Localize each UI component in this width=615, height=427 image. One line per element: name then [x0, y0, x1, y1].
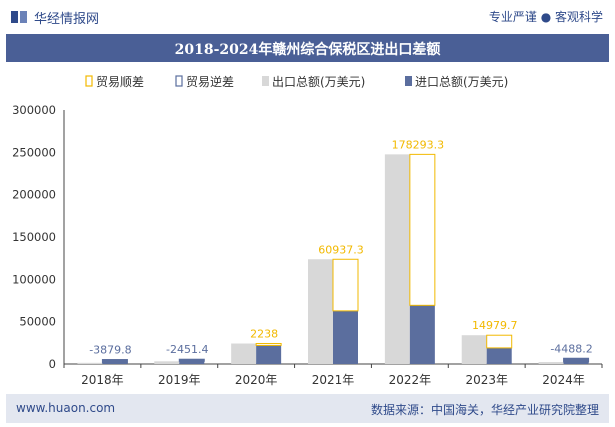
export-bar — [231, 343, 257, 364]
brand-slogan: 专业严谨 ● 客观科学 — [488, 10, 603, 24]
balance-data-label: 178293.3 — [392, 138, 445, 151]
surplus-bar — [486, 334, 513, 349]
balance-data-label: 60937.3 — [318, 243, 364, 256]
x-tick-label: 2024年 — [542, 373, 585, 387]
y-tick-label: 300000 — [12, 103, 56, 117]
import-bar — [102, 359, 128, 364]
deficit-bar — [101, 359, 128, 364]
balance-data-label: -3879.8 — [89, 344, 131, 357]
y-tick-label: 150000 — [12, 230, 56, 244]
legend-label: 贸易顺差 — [96, 75, 144, 89]
export-bar — [154, 361, 180, 364]
legend-label: 贸易逆差 — [186, 74, 234, 89]
deficit-bar — [178, 358, 205, 362]
balance-data-label: 2238 — [250, 328, 278, 341]
footer-bar: www.huaon.com 数据来源：中国海关，华经产业研究院整理 — [6, 394, 609, 423]
x-tick-label: 2022年 — [389, 373, 432, 387]
website-link[interactable]: www.huaon.com — [16, 401, 116, 415]
top-bar: 华经情报网 专业严谨 ● 客观科学 — [0, 0, 615, 34]
x-tick-label: 2020年 — [235, 373, 278, 387]
balance-data-label: 14979.7 — [472, 319, 518, 332]
legend-swatch — [175, 75, 183, 87]
y-tick-label: 50000 — [19, 315, 56, 329]
surplus-bar — [255, 343, 282, 346]
legend-label: 出口总额(万美元) — [272, 75, 365, 89]
import-bar — [409, 305, 435, 364]
brand-name: 华经情报网 — [34, 12, 100, 27]
export-bar — [538, 362, 564, 364]
import-bar — [256, 345, 282, 364]
y-tick-label: 200000 — [12, 188, 56, 202]
balance-data-label: -4488.2 — [550, 342, 592, 355]
legend-swatch — [262, 76, 269, 86]
y-tick-label: 250000 — [12, 145, 56, 159]
chart-area: 贸易顺差 贸易逆差 出口总额(万美元) 进口总额(万美元) 0 50000 100000 15… — [12, 74, 603, 387]
x-tick-label: 2023年 — [465, 373, 508, 387]
x-tick-label: 2019年 — [158, 373, 201, 387]
import-bar — [563, 358, 589, 364]
import-bar — [333, 310, 358, 364]
chart-title: 2018-2024年赣州综合保税区进出口差额 — [174, 42, 441, 58]
legend-swatch — [405, 76, 412, 86]
deficit-bar — [563, 357, 590, 363]
title-bar: 2018-2024年赣州综合保税区进出口差额 — [6, 34, 609, 62]
import-bar — [486, 347, 512, 364]
surplus-bar — [332, 258, 359, 312]
export-bar — [308, 259, 333, 364]
x-tick-label: 2021年 — [312, 373, 355, 387]
export-bar — [77, 362, 103, 364]
surplus-bar — [409, 153, 436, 306]
export-bar — [461, 335, 487, 364]
legend-swatch — [85, 75, 93, 87]
balance-data-label: -2451.4 — [166, 343, 208, 356]
export-bar — [384, 154, 410, 364]
y-tick-label: 0 — [49, 357, 56, 371]
data-source: 数据来源：中国海关，华经产业研究院整理 — [370, 403, 599, 417]
x-tick-label: 2018年 — [81, 373, 124, 387]
brand-logo-icon — [11, 11, 27, 23]
y-tick-label: 100000 — [12, 272, 56, 286]
legend-label: 进口总额(万美元) — [415, 75, 508, 89]
